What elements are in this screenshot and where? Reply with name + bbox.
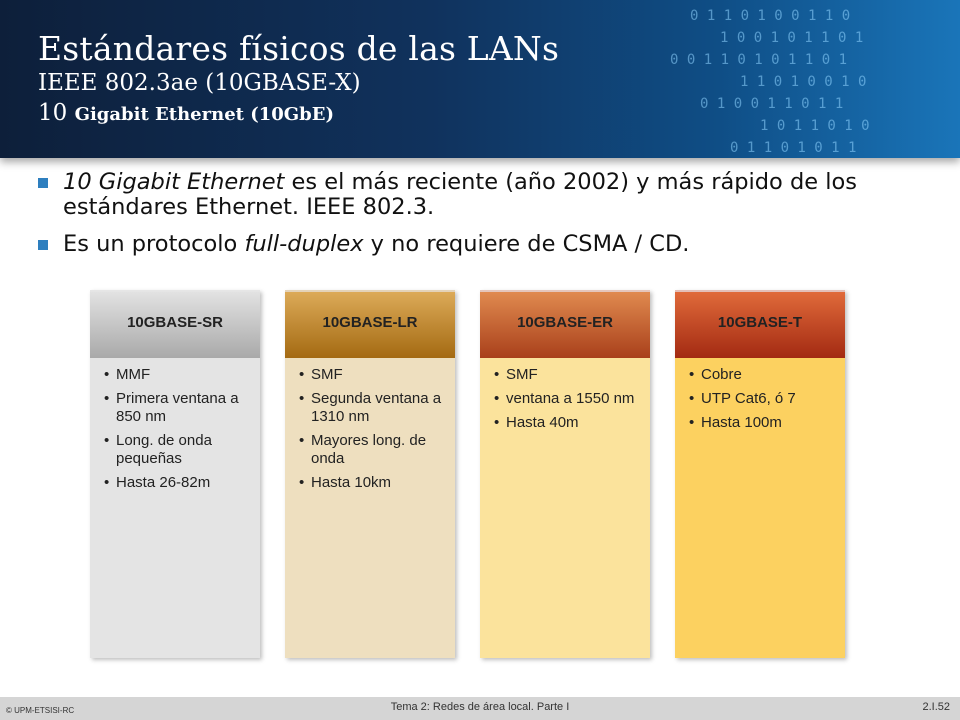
bullet-list: 10 Gigabit Ethernet es el más reciente (… xyxy=(38,170,938,269)
column-item: Hasta 100m xyxy=(689,414,839,432)
svg-text:0 1 1 0 1 0 0 1 1 0: 0 1 1 0 1 0 0 1 1 0 xyxy=(690,8,850,24)
bullet-emphasis: 10 Gigabit Ethernet xyxy=(63,169,285,195)
column-10gbase-er: 10GBASE-ER SMF ventana a 1550 nm Hasta 4… xyxy=(480,290,650,658)
column-item: Mayores long. de onda xyxy=(299,432,449,468)
column-item: SMF xyxy=(299,366,449,384)
column-item: Hasta 40m xyxy=(494,414,644,432)
binary-data-background: 0 1 1 0 1 0 0 1 1 0 1 0 0 1 0 1 1 0 1 0 … xyxy=(670,8,870,156)
bullet-item: Es un protocolo full-duplex y no requier… xyxy=(38,232,938,257)
bullet-item: 10 Gigabit Ethernet es el más reciente (… xyxy=(38,170,938,220)
column-body: MMF Primera ventana a 850 nm Long. de on… xyxy=(90,358,260,658)
square-bullet-icon xyxy=(38,178,48,188)
column-body: SMF ventana a 1550 nm Hasta 40m xyxy=(480,358,650,658)
svg-text:1 1 0 1 0 0 1 0: 1 1 0 1 0 0 1 0 xyxy=(740,74,866,90)
column-10gbase-lr: 10GBASE-LR SMF Segunda ventana a 1310 nm… xyxy=(285,290,455,658)
slide-subtitle-standard: IEEE 802.3ae (10GBASE-X) xyxy=(38,70,361,96)
column-item: UTP Cat6, ó 7 xyxy=(689,390,839,408)
bullet-text-post: y no requiere de CSMA / CD. xyxy=(363,231,690,257)
slide-footer: © UPM-ETSISI-RC Tema 2: Redes de área lo… xyxy=(0,697,960,720)
slide-number: 2.I.52 xyxy=(922,701,950,713)
column-header: 10GBASE-SR xyxy=(90,290,260,358)
slide-header: 0 1 1 0 1 0 0 1 1 0 1 0 0 1 0 1 1 0 1 0 … xyxy=(0,0,960,158)
subtitle-text: Gigabit Ethernet (10GbE) xyxy=(74,104,334,125)
bullet-text: es el más reciente (año 2002) y más rápi… xyxy=(63,169,857,220)
column-item: Cobre xyxy=(689,366,839,384)
square-bullet-icon xyxy=(38,240,48,250)
column-item: Primera ventana a 850 nm xyxy=(104,390,254,426)
subtitle-number: 10 xyxy=(38,100,68,126)
slide-subtitle-name: 10 Gigabit Ethernet (10GbE) xyxy=(38,98,559,130)
column-body: SMF Segunda ventana a 1310 nm Mayores lo… xyxy=(285,358,455,658)
column-header: 10GBASE-ER xyxy=(480,290,650,358)
column-item: Long. de onda pequeñas xyxy=(104,432,254,468)
column-item: Hasta 26-82m xyxy=(104,474,254,492)
column-header: 10GBASE-LR xyxy=(285,290,455,358)
bullet-emphasis: full-duplex xyxy=(244,231,364,257)
column-header: 10GBASE-T xyxy=(675,290,845,358)
header-text: Estándares físicos de las LANs IEEE 802.… xyxy=(38,30,559,130)
column-item: ventana a 1550 nm xyxy=(494,390,644,408)
svg-text:0 0 1 1 0 1 0 1 1 0 1: 0 0 1 1 0 1 0 1 1 0 1 xyxy=(670,52,847,68)
column-10gbase-t: 10GBASE-T Cobre UTP Cat6, ó 7 Hasta 100m xyxy=(675,290,845,658)
svg-text:1 0 1 1 0 1 0: 1 0 1 1 0 1 0 xyxy=(760,118,870,134)
column-item: Hasta 10km xyxy=(299,474,449,492)
svg-text:1 0 0 1 0 1 1 0 1: 1 0 0 1 0 1 1 0 1 xyxy=(720,30,863,46)
svg-text:0 1 1 0 1 0 1 1: 0 1 1 0 1 0 1 1 xyxy=(730,140,856,156)
footer-copyright: © UPM-ETSISI-RC xyxy=(6,706,75,715)
slide-title: Estándares físicos de las LANs xyxy=(38,29,560,68)
footer-title: Tema 2: Redes de área local. Parte I xyxy=(390,701,570,713)
svg-text:0 1 0 0 1 1 0 1 1: 0 1 0 0 1 1 0 1 1 xyxy=(700,96,843,112)
column-item: Segunda ventana a 1310 nm xyxy=(299,390,449,426)
column-item: MMF xyxy=(104,366,254,384)
bullet-text-pre: Es un protocolo xyxy=(63,231,245,257)
column-item: SMF xyxy=(494,366,644,384)
column-10gbase-sr: 10GBASE-SR MMF Primera ventana a 850 nm … xyxy=(90,290,260,658)
column-body: Cobre UTP Cat6, ó 7 Hasta 100m xyxy=(675,358,845,658)
